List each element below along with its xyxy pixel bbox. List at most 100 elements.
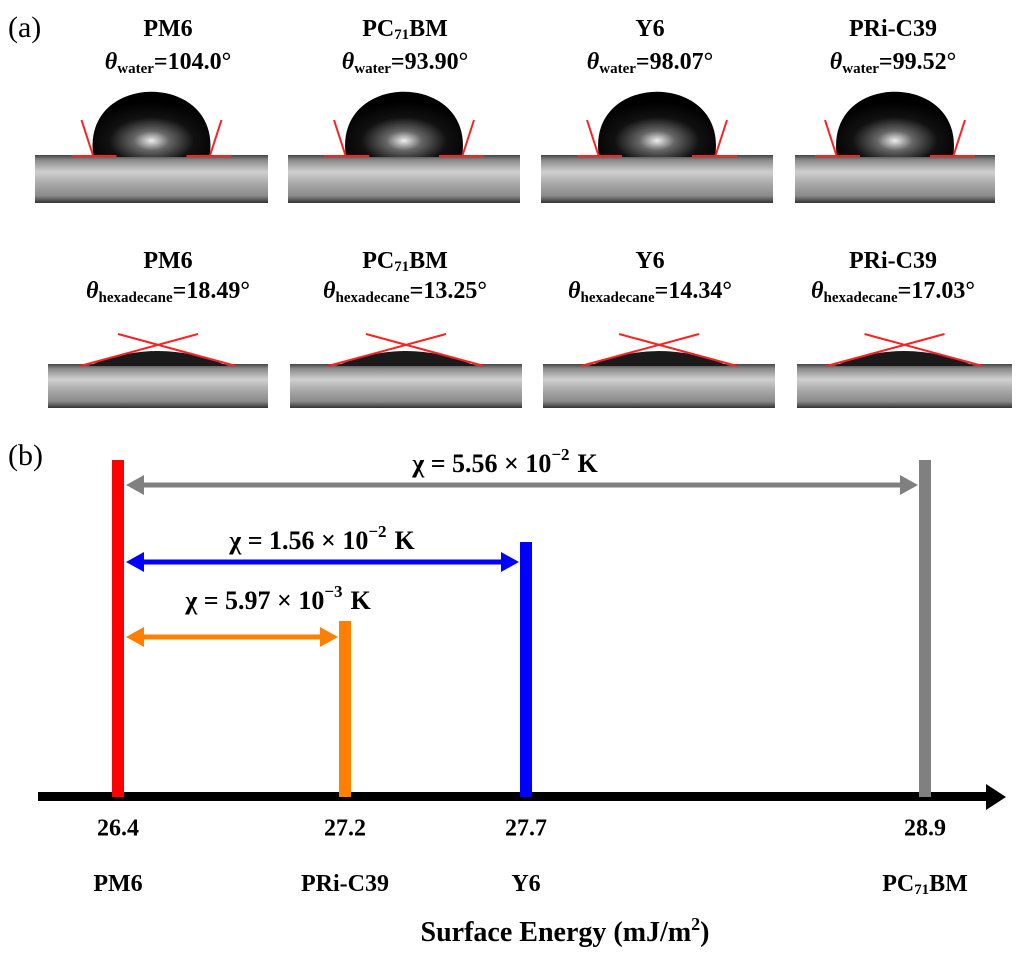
panel-label: (b) — [8, 439, 43, 472]
material-name: PC71BM — [882, 871, 968, 899]
material-name: Y6 — [511, 871, 540, 897]
material-name: PM6 — [93, 871, 142, 897]
exponent: −3 — [324, 582, 342, 601]
contact-angle: θwater=99.52° — [830, 49, 956, 78]
material-name: PC71BM — [362, 248, 448, 276]
material-name: PM6 — [143, 248, 192, 274]
axis-tail: ) — [700, 917, 709, 948]
energy-bar — [112, 460, 124, 797]
photo — [290, 364, 522, 408]
photo — [795, 155, 995, 203]
name-main: PM6 — [143, 248, 192, 274]
axis-line — [38, 792, 988, 801]
solvent: hexadecane — [824, 290, 899, 306]
theta: θ — [587, 49, 600, 75]
name-sub: 71 — [394, 27, 409, 43]
material-name: PC71BM — [362, 16, 448, 44]
contact-angle: θwater=104.0° — [105, 49, 231, 78]
energy-value: 28.9 — [904, 816, 946, 842]
tangent — [79, 333, 237, 367]
solvent: water — [842, 61, 879, 77]
theta: θ — [811, 278, 824, 304]
name-main: PC — [362, 248, 394, 274]
solvent: water — [599, 61, 636, 77]
tangent — [577, 119, 737, 158]
photo — [541, 155, 773, 203]
solvent: hexadecane — [581, 290, 656, 306]
angle: =14.34° — [655, 278, 732, 304]
photo — [543, 364, 775, 408]
droplet — [92, 91, 211, 157]
photo — [288, 155, 520, 203]
angle: =93.90° — [391, 49, 468, 75]
energy-bar — [339, 621, 351, 797]
chi-label: χ = 5.56 × 10−2 K — [411, 445, 598, 478]
material-name: Y6 — [635, 248, 664, 274]
theta: θ — [323, 278, 336, 304]
photo — [35, 155, 268, 203]
photo — [797, 364, 1012, 408]
angle: =99.52° — [879, 49, 956, 75]
name-main: Y6 — [635, 16, 664, 42]
droplet — [836, 91, 954, 157]
axis-sup: 2 — [691, 914, 700, 934]
droplet — [345, 91, 463, 157]
tangent — [324, 119, 484, 158]
name-sub: 71 — [914, 882, 929, 898]
energy-bar — [520, 542, 532, 797]
material-name: PRi-C39 — [849, 248, 937, 274]
energy-value: 27.2 — [324, 816, 366, 842]
name-main: PM6 — [143, 16, 192, 42]
chi: χ = 5.56 × 10 — [411, 449, 551, 478]
contact-angle: θwater=93.90° — [342, 49, 468, 78]
solvent: hexadecane — [336, 290, 411, 306]
angle: =98.07° — [636, 49, 713, 75]
exponent: −2 — [551, 445, 569, 464]
name-tail: BM — [409, 248, 448, 274]
tangent — [815, 119, 975, 158]
chi-label: χ = 5.97 × 10−3 K — [184, 582, 371, 615]
contact-angle: θwater=98.07° — [587, 49, 713, 78]
tangent — [71, 119, 232, 158]
angle: =18.49° — [173, 278, 250, 304]
energy-value: 27.7 — [505, 816, 547, 842]
material-name: Y6 — [635, 16, 664, 42]
name-main: PRi-C39 — [301, 871, 389, 897]
droplet — [598, 91, 716, 157]
angle: =13.25° — [410, 278, 487, 304]
theta: θ — [342, 49, 355, 75]
energy-value: 26.4 — [97, 816, 139, 842]
contact-angle: θhexadecane=13.25° — [323, 278, 487, 307]
tangent — [327, 333, 485, 367]
name-main: Y6 — [511, 871, 540, 897]
material-name: PRi-C39 — [301, 871, 389, 897]
name-tail: BM — [409, 16, 448, 42]
unit: K — [351, 586, 372, 615]
name-sub: 71 — [394, 259, 409, 275]
tangent — [580, 333, 738, 367]
contact-angle: θhexadecane=14.34° — [568, 278, 732, 307]
name-main: PRi-C39 — [849, 16, 937, 42]
angle: =104.0° — [154, 49, 231, 75]
solvent: water — [354, 61, 391, 77]
theta: θ — [105, 49, 118, 75]
name-main: PC — [362, 16, 394, 42]
photo — [48, 364, 268, 408]
name-tail: BM — [929, 871, 968, 897]
theta: θ — [830, 49, 843, 75]
theta: θ — [86, 278, 99, 304]
name-main: PRi-C39 — [849, 248, 937, 274]
chi: χ = 1.56 × 10 — [228, 526, 368, 555]
chi: χ = 5.97 × 10 — [184, 586, 324, 615]
panel-label: (a) — [8, 11, 41, 44]
energy-bar — [919, 460, 931, 797]
contact-angle: θhexadecane=17.03° — [811, 278, 975, 307]
axis-title: Surface Energy (mJ/m2) — [421, 914, 710, 948]
chi-label: χ = 1.56 × 10−2 K — [228, 522, 415, 555]
unit: K — [578, 449, 599, 478]
unit: K — [395, 526, 416, 555]
name-main: Y6 — [635, 248, 664, 274]
tangent — [826, 333, 983, 367]
material-name: PM6 — [143, 16, 192, 42]
